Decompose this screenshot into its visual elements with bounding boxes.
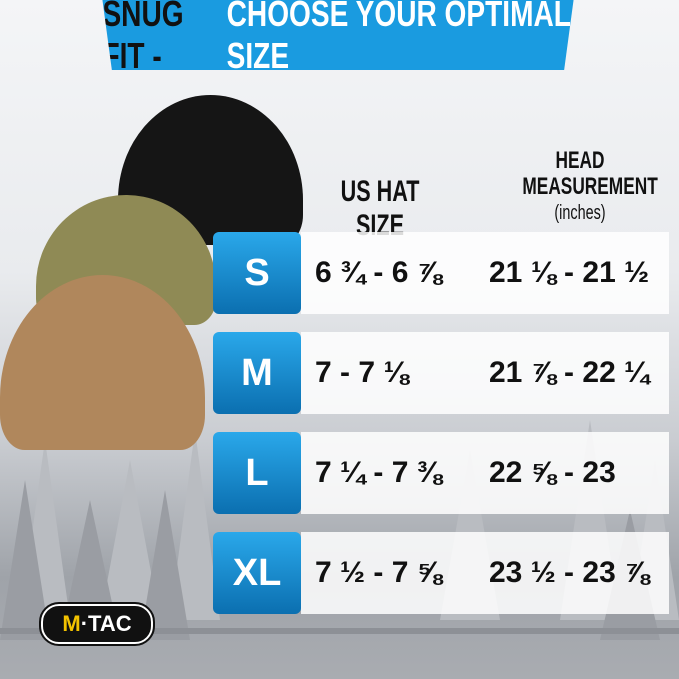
us-hat-size-value: 7 ½ - 7 ⅝ bbox=[315, 556, 442, 589]
size-row-xl: XL 7 ½ - 7 ⅝ 23 ½ - 23 ⅞ bbox=[213, 532, 669, 614]
size-row-l: L 7 ¼ - 7 ⅜ 22 ⅝ - 23 bbox=[213, 432, 669, 514]
m-tac-logo: M ·TAC bbox=[39, 602, 155, 646]
logo-m: M bbox=[62, 611, 81, 636]
head-measurement-value: 21 ⅞ - 22 ¼ bbox=[489, 356, 650, 389]
size-badge: L bbox=[213, 432, 301, 514]
head-measurement-value: 22 ⅝ - 23 bbox=[489, 456, 616, 489]
us-hat-size-value: 7 ¼ - 7 ⅜ bbox=[315, 456, 442, 489]
head-measurement-value: 23 ½ - 23 ⅞ bbox=[489, 556, 650, 589]
head-line2: MEASUREMENT bbox=[522, 173, 658, 200]
head-measurement-header: HEAD MEASUREMENT (inches) bbox=[522, 147, 658, 226]
logo-tac: ·TAC bbox=[80, 611, 132, 636]
size-row-s: S 6 ¾ - 6 ⅞ 21 ⅛ - 21 ½ bbox=[213, 232, 669, 314]
title-part2: CHOOSE YOUR OPTIMAL SIZE bbox=[226, 0, 571, 76]
size-badge: S bbox=[213, 232, 301, 314]
size-badge: XL bbox=[213, 532, 301, 614]
us-hat-size-value: 7 - 7 ⅛ bbox=[315, 356, 409, 389]
us-hat-size-value: 6 ¾ - 6 ⅞ bbox=[315, 256, 442, 289]
title-banner: SNUG FIT - CHOOSE YOUR OPTIMAL SIZE bbox=[102, 0, 574, 70]
title-part1: SNUG FIT - bbox=[102, 0, 184, 76]
head-measurement-value: 21 ⅛ - 21 ½ bbox=[489, 256, 650, 289]
road bbox=[0, 628, 679, 634]
size-badge: M bbox=[213, 332, 301, 414]
size-row-m: M 7 - 7 ⅛ 21 ⅞ - 22 ¼ bbox=[213, 332, 669, 414]
head-line1: HEAD bbox=[555, 147, 605, 174]
head-unit: (inches) bbox=[554, 202, 606, 224]
